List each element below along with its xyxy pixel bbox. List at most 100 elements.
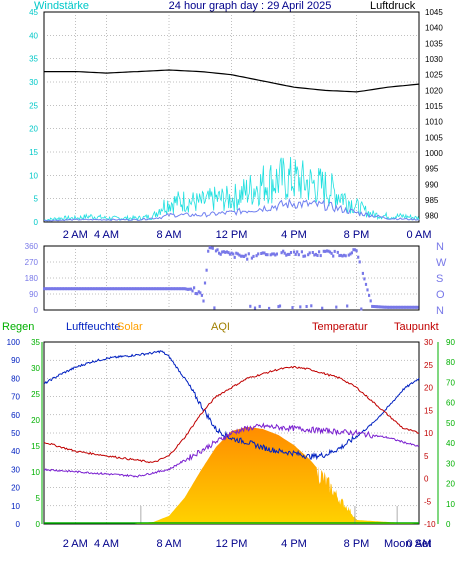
aqi-tick-label: 90 <box>446 338 455 347</box>
wind-direction-point <box>69 287 72 291</box>
wind-direction-point <box>144 287 147 291</box>
rain-tick-label: 25 <box>31 390 40 399</box>
wind-direction-point <box>191 289 194 293</box>
temperature-tick-label: 15 <box>424 406 433 415</box>
wind-direction-point <box>141 287 144 291</box>
legend-luftfeuchte: Luftfeuchte <box>66 321 120 333</box>
wind-direction-point <box>85 287 88 291</box>
wind-direction-point <box>128 287 132 291</box>
wind-direction-point <box>400 305 403 309</box>
wind-direction-point <box>96 287 99 291</box>
wind-direction-point <box>77 287 80 291</box>
legend-taupunkt: Taupunkt <box>394 321 439 333</box>
rain-tick-label: 35 <box>31 338 40 347</box>
wind-direction-point <box>210 246 213 250</box>
wind-direction-point <box>347 253 350 257</box>
wind-direction-point <box>111 287 114 291</box>
direction-degree-label: 270 <box>25 258 39 267</box>
wind-direction-point <box>411 305 414 309</box>
wind-direction-point <box>385 305 388 309</box>
direction-degree-label: 0 <box>34 306 39 315</box>
wind-direction-point <box>44 287 47 291</box>
wind-direction-point <box>288 252 291 256</box>
time-tick-label: 4 AM <box>94 229 119 241</box>
pressure-tick-label: 1035 <box>425 39 443 48</box>
rain-tick-label: 30 <box>31 364 40 373</box>
wind-direction-point <box>333 249 336 253</box>
wind-direction-point <box>225 250 228 254</box>
wind-direction-point <box>408 305 411 309</box>
wind-direction-point <box>394 305 397 309</box>
wind-direction-point <box>203 281 207 285</box>
wind-direction-point <box>113 287 116 291</box>
wind-direction-point <box>325 249 328 253</box>
time-tick-label: 8 AM <box>156 538 181 550</box>
wind-direction-point <box>83 287 86 291</box>
wind-direction-point <box>293 250 296 254</box>
pressure-tick-label: 1020 <box>425 86 443 95</box>
luftdruck-label: Luftdruck <box>370 0 416 12</box>
humidity-tick-label: 60 <box>11 411 20 420</box>
pressure-line <box>44 69 420 93</box>
wind-direction-point <box>58 287 61 291</box>
aqi-tick-label: 60 <box>446 399 455 408</box>
wind-direction-point <box>183 287 186 291</box>
wind-direction-point <box>235 251 238 255</box>
wind-direction-point <box>221 250 224 254</box>
wind-direction-point <box>46 287 49 291</box>
wind-direction-point <box>321 306 324 310</box>
wind-direction-point <box>318 250 321 254</box>
rain-tick-label: 20 <box>31 416 40 425</box>
direction-compass-label: O <box>436 289 445 301</box>
wind-direction-point <box>139 287 143 291</box>
wind-direction-point <box>82 287 85 291</box>
wind-direction-point <box>366 288 369 292</box>
time-tick-label: 8 PM <box>344 229 370 241</box>
wind-direction-point <box>405 305 408 309</box>
wind-direction-point <box>218 251 221 255</box>
wind-direction-point <box>72 287 75 291</box>
pressure-tick-label: 995 <box>425 165 439 174</box>
wind-average-line <box>43 197 420 222</box>
temperature-tick-label: 5 <box>424 452 429 461</box>
wind-tick-label: 15 <box>29 148 38 157</box>
pressure-tick-label: 990 <box>425 180 439 189</box>
legend-temperatur: Temperatur <box>312 321 368 333</box>
wind-direction-point <box>174 287 177 291</box>
wind-direction-point <box>416 305 419 309</box>
wind-direction-point <box>241 254 244 258</box>
wind-direction-point <box>255 254 258 258</box>
wind-direction-point <box>214 249 218 253</box>
wind-direction-point <box>197 290 200 294</box>
pressure-tick-label: 1010 <box>425 118 443 127</box>
wind-direction-point <box>358 260 361 264</box>
wind-direction-point <box>146 287 149 291</box>
rain-tick-label: 5 <box>36 494 41 503</box>
wind-direction-point <box>61 287 64 291</box>
wind-direction-point <box>91 287 94 291</box>
wind-direction-point <box>271 252 274 256</box>
wind-direction-point <box>369 299 372 303</box>
wind-direction-point <box>194 292 197 295</box>
humidity-line <box>44 349 420 461</box>
rain-tick-label: 10 <box>31 468 40 477</box>
wind-direction-point <box>202 299 205 303</box>
wind-direction-point <box>130 287 133 291</box>
humidity-tick-label: 90 <box>11 356 20 365</box>
wind-direction-point <box>185 287 188 291</box>
wind-direction-point <box>164 287 168 291</box>
wind-direction-point <box>110 287 113 291</box>
wind-direction-point <box>124 287 127 291</box>
wind-direction-point <box>86 287 89 291</box>
wind-direction-point <box>328 250 332 254</box>
wind-direction-point <box>160 287 163 291</box>
direction-compass-label: N <box>436 241 444 253</box>
wind-direction-point <box>291 306 294 310</box>
wind-direction-point <box>403 305 407 309</box>
wind-direction-point <box>239 254 243 258</box>
wind-direction-point <box>216 248 219 252</box>
wind-direction-point <box>252 254 255 258</box>
time-tick-label: 12 PM <box>216 538 248 550</box>
wind-direction-point <box>196 292 199 296</box>
